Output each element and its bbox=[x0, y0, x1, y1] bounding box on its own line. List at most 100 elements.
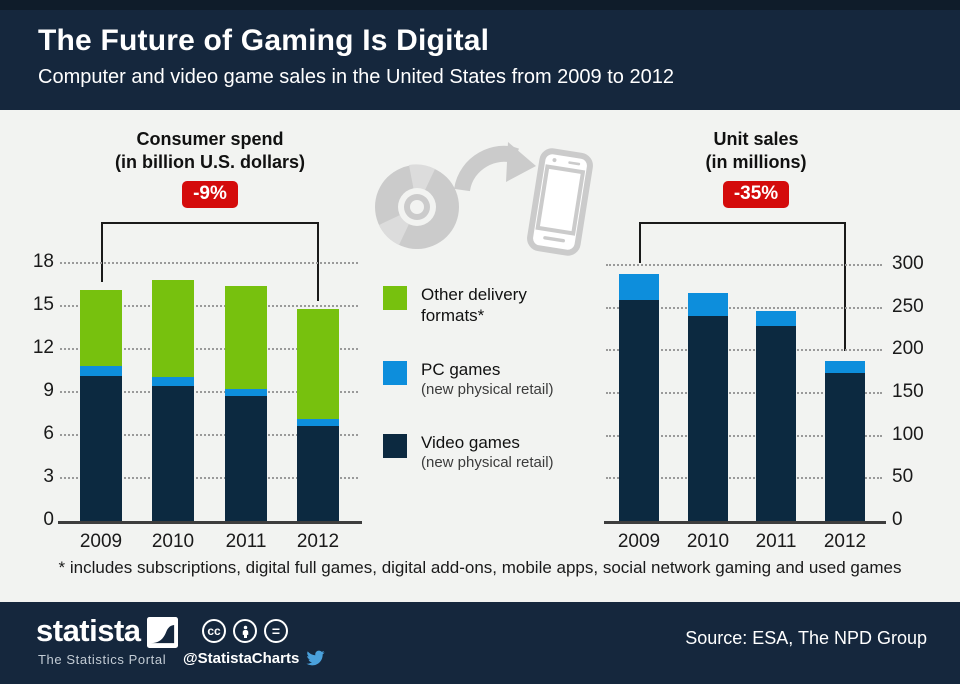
y-tick-label: 15 bbox=[32, 294, 54, 315]
top-accent-strip bbox=[0, 0, 960, 10]
left-chart-title-line1: Consumer spend bbox=[136, 129, 284, 149]
y-tick-label: 300 bbox=[892, 253, 924, 274]
statista-tagline: The Statistics Portal bbox=[38, 652, 167, 667]
bar-segment bbox=[297, 419, 339, 426]
x-axis-line bbox=[604, 521, 886, 524]
twitter-handle[interactable]: @StatistaCharts bbox=[183, 649, 300, 667]
legend-item-video-games: Video games (new physical retail) bbox=[383, 432, 591, 472]
right-chart-title-line2: (in millions) bbox=[705, 152, 807, 172]
page-subtitle: Computer and video game sales in the Uni… bbox=[38, 66, 674, 88]
bar-segment bbox=[80, 290, 122, 366]
left-bracket-top bbox=[101, 222, 319, 224]
x-axis-label: 2011 bbox=[755, 531, 797, 552]
left-chart-title-line2: (in billion U.S. dollars) bbox=[114, 152, 305, 172]
header-band: The Future of Gaming Is Digital Computer… bbox=[0, 0, 960, 110]
cd-icon bbox=[375, 164, 459, 249]
y-tick-label: 18 bbox=[32, 251, 54, 272]
other-formats-swatch bbox=[383, 286, 407, 310]
bar-segment bbox=[619, 274, 659, 300]
bar-segment bbox=[152, 377, 194, 386]
right-chart-header: Unit sales (in millions) -35% bbox=[606, 128, 906, 208]
legend-item-other-formats: Other delivery formats* bbox=[383, 284, 591, 326]
bar-segment bbox=[152, 280, 194, 377]
bar-segment bbox=[225, 396, 267, 521]
y-tick-label: 50 bbox=[892, 466, 914, 487]
y-gridline bbox=[60, 477, 358, 479]
legend-label: PC games bbox=[421, 360, 501, 379]
bar-segment bbox=[825, 361, 865, 373]
y-tick-label: 250 bbox=[892, 296, 924, 317]
x-axis-label: 2012 bbox=[823, 531, 867, 552]
source-attribution: Source: ESA, The NPD Group bbox=[685, 628, 927, 648]
bar-segment bbox=[756, 311, 796, 326]
y-gridline bbox=[606, 435, 882, 437]
bar-segment bbox=[225, 286, 267, 389]
page-title: The Future of Gaming Is Digital bbox=[38, 24, 490, 57]
y-gridline bbox=[60, 391, 358, 393]
bar-segment bbox=[688, 293, 728, 316]
statista-logo-text: statista bbox=[36, 613, 141, 648]
left-chart-header: Consumer spend (in billion U.S. dollars)… bbox=[60, 128, 360, 208]
legend-label: Other delivery formats* bbox=[421, 285, 527, 325]
y-gridline bbox=[60, 262, 358, 264]
legend-item-pc-games: PC games (new physical retail) bbox=[383, 359, 591, 399]
video-games-swatch bbox=[383, 434, 407, 458]
y-tick-label: 6 bbox=[43, 423, 54, 444]
left-bracket-leg-2012 bbox=[317, 222, 319, 301]
legend: Other delivery formats* PC games (new ph… bbox=[383, 284, 591, 505]
footer-band: statista The Statistics Portal cc = @Sta… bbox=[0, 602, 960, 684]
left-change-badge: -9% bbox=[182, 181, 238, 208]
license-icons: cc = bbox=[202, 619, 288, 643]
y-gridline bbox=[606, 477, 882, 479]
bar-segment bbox=[688, 316, 728, 521]
bar-segment bbox=[756, 326, 796, 521]
arrow-icon bbox=[454, 142, 536, 192]
legend-label: Video games bbox=[421, 433, 520, 452]
twitter-row: @StatistaCharts bbox=[183, 649, 326, 667]
pc-games-swatch bbox=[383, 361, 407, 385]
statista-logo-icon bbox=[147, 617, 178, 648]
right-bracket-top bbox=[639, 222, 846, 224]
bar-segment bbox=[825, 373, 865, 521]
x-axis-label: 2009 bbox=[79, 531, 123, 552]
y-gridline bbox=[60, 348, 358, 350]
cc-nd-icon[interactable]: = bbox=[264, 619, 288, 643]
bar-segment bbox=[297, 309, 339, 419]
y-tick-label: 12 bbox=[32, 337, 54, 358]
twitter-icon[interactable] bbox=[305, 649, 326, 667]
y-gridline bbox=[606, 392, 882, 394]
left-bracket-leg-2009 bbox=[101, 222, 103, 282]
cc-license-icon[interactable]: cc bbox=[202, 619, 226, 643]
bar-segment bbox=[619, 300, 659, 521]
x-axis-label: 2010 bbox=[151, 531, 195, 552]
cc-attribution-icon[interactable] bbox=[233, 619, 257, 643]
y-gridline bbox=[60, 305, 358, 307]
x-axis-label: 2011 bbox=[225, 531, 267, 552]
footnote: * includes subscriptions, digital full g… bbox=[58, 558, 902, 577]
right-bracket-leg-2012 bbox=[844, 222, 846, 351]
x-axis-label: 2009 bbox=[617, 531, 661, 552]
y-tick-label: 100 bbox=[892, 424, 924, 445]
y-tick-label: 3 bbox=[43, 466, 54, 487]
y-gridline bbox=[606, 349, 882, 351]
bar-segment bbox=[225, 389, 267, 396]
bar-segment bbox=[297, 426, 339, 521]
bar-segment bbox=[80, 376, 122, 521]
y-gridline bbox=[60, 434, 358, 436]
right-change-badge: -35% bbox=[722, 181, 790, 208]
bar-segment bbox=[152, 386, 194, 521]
right-bracket-leg-2009 bbox=[639, 222, 641, 263]
right-chart-title-line1: Unit sales bbox=[713, 129, 799, 149]
disc-to-phone-graphic bbox=[375, 142, 593, 256]
x-axis-label: 2010 bbox=[686, 531, 730, 552]
smartphone-icon bbox=[527, 148, 593, 256]
y-tick-label: 0 bbox=[892, 509, 903, 530]
x-axis-label: 2012 bbox=[296, 531, 340, 552]
y-tick-label: 150 bbox=[892, 381, 924, 402]
legend-sublabel: (new physical retail) bbox=[421, 381, 554, 398]
y-tick-label: 200 bbox=[892, 338, 924, 359]
bar-segment bbox=[80, 366, 122, 376]
y-gridline bbox=[606, 264, 882, 266]
y-tick-label: 9 bbox=[43, 380, 54, 401]
